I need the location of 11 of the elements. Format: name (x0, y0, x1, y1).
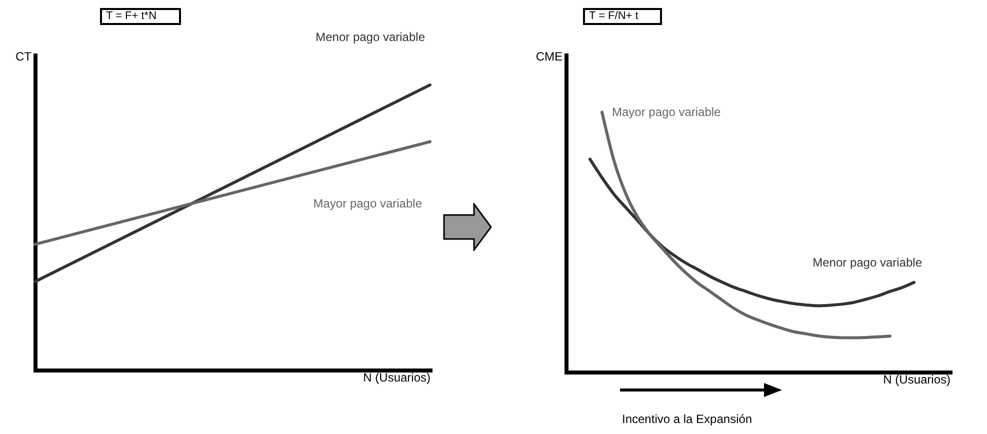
x-axis-title: N (Usuarios) (883, 372, 950, 386)
series-label: Mayor pago variable (612, 105, 722, 120)
y-axis-title: CT (16, 50, 32, 64)
x-axis-title: N (Usuarios) (363, 370, 430, 384)
text: Incentivo a la Expansión (622, 412, 752, 426)
series-label: Mayor pago variable (313, 196, 422, 211)
chart-title: T = F/N+ t (583, 8, 662, 25)
series-label: Menor pago variable (812, 255, 922, 270)
chart-title: T = F+ t*N (100, 8, 181, 25)
y-axis-title: CME (536, 50, 562, 64)
text: Menor pago variable (316, 30, 426, 44)
